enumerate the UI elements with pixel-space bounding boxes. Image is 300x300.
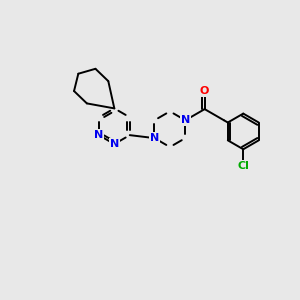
- Text: N: N: [150, 133, 159, 143]
- Text: N: N: [94, 130, 104, 140]
- Text: N: N: [181, 115, 190, 125]
- Text: O: O: [200, 86, 209, 96]
- Text: N: N: [110, 139, 119, 149]
- Text: Cl: Cl: [237, 160, 249, 171]
